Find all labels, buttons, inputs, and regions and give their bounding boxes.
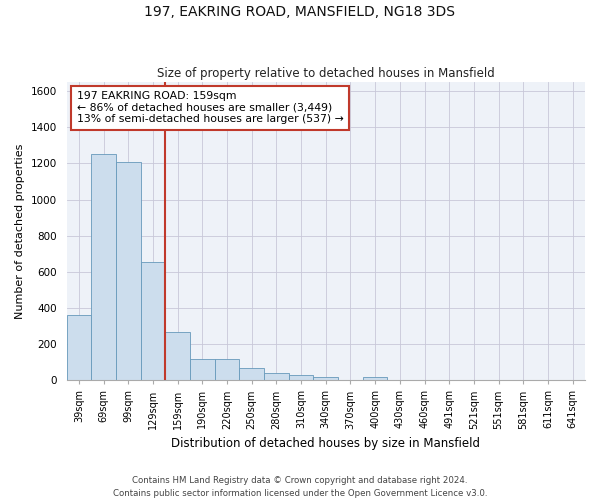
- Bar: [363, 376, 388, 380]
- Bar: [190, 360, 215, 380]
- Text: 197, EAKRING ROAD, MANSFIELD, NG18 3DS: 197, EAKRING ROAD, MANSFIELD, NG18 3DS: [145, 5, 455, 19]
- Y-axis label: Number of detached properties: Number of detached properties: [15, 144, 25, 319]
- Title: Size of property relative to detached houses in Mansfield: Size of property relative to detached ho…: [157, 66, 494, 80]
- Text: Contains HM Land Registry data © Crown copyright and database right 2024.
Contai: Contains HM Land Registry data © Crown c…: [113, 476, 487, 498]
- Bar: [313, 376, 338, 380]
- Bar: [215, 360, 239, 380]
- Bar: [264, 374, 289, 380]
- Bar: [165, 332, 190, 380]
- Bar: [140, 262, 165, 380]
- X-axis label: Distribution of detached houses by size in Mansfield: Distribution of detached houses by size …: [171, 437, 480, 450]
- Bar: [116, 162, 140, 380]
- Bar: [67, 315, 91, 380]
- Bar: [239, 368, 264, 380]
- Bar: [91, 154, 116, 380]
- Text: 197 EAKRING ROAD: 159sqm
← 86% of detached houses are smaller (3,449)
13% of sem: 197 EAKRING ROAD: 159sqm ← 86% of detach…: [77, 91, 344, 124]
- Bar: [289, 376, 313, 380]
